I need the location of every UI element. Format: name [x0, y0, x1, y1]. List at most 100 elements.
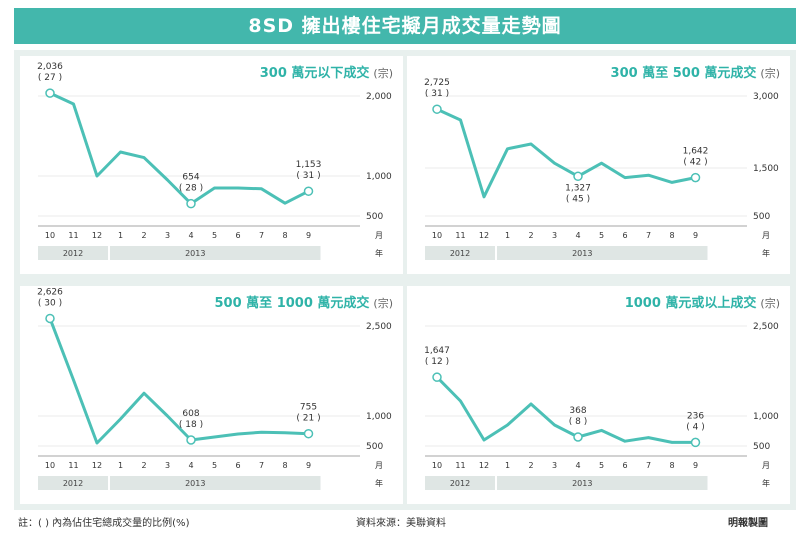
year-axis-label: 年 [762, 478, 770, 488]
data-point [459, 399, 462, 403]
data-point [529, 402, 533, 406]
chart-title-text: 300 萬元以下成交 [259, 66, 370, 81]
x-tick-label: 5 [599, 231, 604, 240]
x-tick-label: 8 [282, 461, 287, 470]
x-tick-label: 6 [235, 231, 240, 240]
source-note: 資料來源：美聯資料 [356, 518, 446, 529]
year-axis-label: 年 [375, 248, 383, 258]
x-axis-label: 月 [375, 231, 383, 240]
page-title: 8SD 擁出樓住宅擬月成交量走勢圖 [14, 8, 796, 44]
data-point [623, 176, 627, 179]
x-tick-label: 10 [45, 231, 55, 240]
y-tick-label: 500 [366, 212, 383, 222]
year-band [425, 246, 495, 260]
x-tick-label: 7 [646, 231, 651, 240]
x-tick-label: 2 [528, 231, 533, 240]
x-tick-label: 9 [693, 231, 698, 240]
data-point [72, 102, 75, 106]
data-label-pct: ( 18 ) [179, 420, 203, 430]
data-label-pct: ( 31 ) [425, 89, 449, 99]
data-point [166, 414, 169, 418]
y-tick-label: 1,000 [366, 172, 392, 182]
x-tick-label: 12 [479, 461, 489, 470]
chart-title: 1000 萬元或以上成交 (宗) [625, 292, 780, 311]
data-label-value: 368 [569, 406, 586, 416]
x-tick-label: 6 [622, 231, 627, 240]
highlight-marker [186, 198, 196, 209]
credit-note: 明報製圖 [728, 518, 768, 529]
chart-title: 300 萬至 500 萬元成交 (宗) [611, 62, 780, 81]
data-point [623, 440, 627, 443]
data-label-pct: ( 21 ) [296, 414, 320, 424]
x-axis-label: 月 [375, 461, 383, 470]
x-tick-label: 8 [282, 231, 287, 240]
highlight-marker [573, 432, 583, 442]
data-label-pct: ( 45 ) [566, 194, 590, 204]
series-line [435, 376, 696, 444]
data-label-value: 608 [182, 409, 199, 419]
chart-unit: (宗) [373, 67, 393, 80]
data-label-pct: ( 8 ) [569, 417, 587, 427]
data-point [553, 162, 556, 165]
data-label-pct: ( 12 ) [425, 357, 449, 367]
chart-title-text: 300 萬至 500 萬元成交 [610, 66, 757, 81]
x-axis-label: 月 [762, 461, 770, 470]
x-tick-label: 1 [118, 461, 123, 470]
year-axis-label: 年 [762, 248, 770, 258]
x-tick-label: 12 [92, 461, 102, 470]
y-tick-label: 500 [753, 442, 770, 452]
year-band [38, 246, 108, 260]
data-label-value: 2,626 [37, 287, 63, 297]
series-line [48, 317, 309, 445]
data-point [166, 178, 169, 182]
x-tick-label: 5 [212, 461, 217, 470]
highlight-marker [186, 435, 196, 445]
x-tick-label: 2 [141, 231, 146, 240]
x-tick-label: 7 [646, 461, 651, 470]
data-label-pct: ( 42 ) [683, 158, 707, 168]
x-tick-label: 5 [599, 461, 604, 470]
highlight-marker [303, 186, 314, 196]
x-tick-label: 3 [165, 461, 170, 470]
data-point [236, 432, 240, 436]
x-tick-label: 10 [432, 461, 442, 470]
data-label-pct: ( 28 ) [179, 184, 203, 194]
data-label-value: 2,036 [37, 62, 63, 72]
chart-title-text: 1000 萬元或以上成交 [624, 296, 757, 311]
series-line [49, 91, 310, 206]
highlight-marker [432, 372, 442, 382]
x-tick-label: 1 [505, 231, 510, 240]
data-point [283, 202, 287, 205]
chart-unit: (宗) [760, 297, 780, 310]
data-label-pct: ( 4 ) [686, 422, 704, 432]
data-point [213, 435, 216, 439]
highlight-marker [45, 88, 55, 98]
x-tick-label: 4 [188, 461, 193, 470]
year-label: 2013 [572, 479, 592, 488]
data-label-value: 236 [687, 411, 704, 421]
data-point [72, 378, 75, 382]
footnote: 註：( ) 內為佔住宅總成交量的比例(%) [18, 518, 190, 529]
year-label: 2013 [572, 249, 592, 258]
data-label-value: 654 [182, 173, 199, 183]
x-tick-label: 10 [432, 231, 442, 240]
x-tick-label: 9 [306, 461, 311, 470]
year-band [497, 246, 708, 260]
year-band [425, 476, 495, 490]
chart-title: 300 萬元以下成交 (宗) [260, 62, 393, 81]
data-point [670, 181, 674, 184]
data-point [119, 150, 122, 154]
x-tick-label: 12 [92, 231, 102, 240]
highlight-marker [690, 172, 701, 183]
x-tick-label: 6 [235, 461, 240, 470]
data-label-value: 2,725 [424, 78, 450, 88]
data-point [142, 156, 146, 159]
data-point [482, 195, 486, 198]
y-tick-label: 3,000 [753, 92, 779, 102]
data-label-value: 1,642 [683, 147, 709, 157]
chart-panel-over-10m: 2,500 1,000 500 10 11 12 1 2 3 4 5 6 7 8 9 月 2012 2013 年 1,… [407, 286, 790, 504]
highlight-marker [432, 104, 442, 114]
data-point [142, 392, 146, 395]
